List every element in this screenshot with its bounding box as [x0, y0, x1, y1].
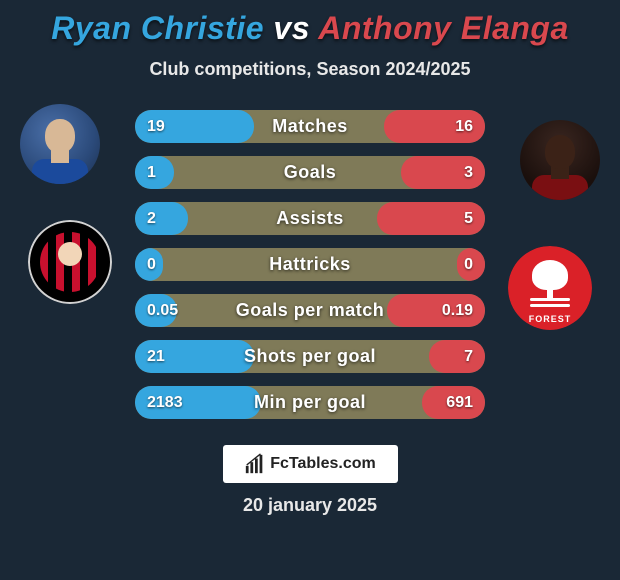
stat-row: Goals 1 3 — [135, 156, 485, 189]
stat-value-left: 19 — [147, 118, 165, 136]
stat-value-left: 2183 — [147, 394, 183, 412]
left-player-avatar — [20, 104, 100, 184]
stat-row: Hattricks 0 0 — [135, 248, 485, 281]
date-text: 20 january 2025 — [0, 495, 620, 516]
stat-value-right: 16 — [455, 118, 473, 136]
stat-value-right: 3 — [464, 164, 473, 182]
stat-value-right: 0.19 — [442, 302, 473, 320]
stat-value-left: 0.05 — [147, 302, 178, 320]
stat-label: Min per goal — [254, 392, 366, 413]
brand-text: FcTables.com — [270, 455, 376, 473]
stat-value-left: 1 — [147, 164, 156, 182]
stat-label: Matches — [272, 116, 348, 137]
right-club-badge: FOREST — [508, 246, 592, 330]
left-club-badge — [28, 220, 112, 304]
stats-list: Matches 19 16 Goals 1 3 Assists 2 5 Hattricks 0 0 Go… — [135, 110, 485, 419]
stat-row: Assists 2 5 — [135, 202, 485, 235]
chart-icon — [244, 453, 266, 475]
stat-value-right: 7 — [464, 348, 473, 366]
stat-label: Assists — [276, 208, 344, 229]
stat-value-left: 0 — [147, 256, 156, 274]
stat-value-left: 21 — [147, 348, 165, 366]
title-right-name: Anthony Elanga — [318, 10, 569, 46]
stat-label: Goals per match — [236, 300, 385, 321]
stat-bar-right — [429, 340, 485, 373]
stat-row: Min per goal 2183 691 — [135, 386, 485, 419]
stat-value-right: 5 — [464, 210, 473, 228]
brand-badge: FcTables.com — [223, 445, 398, 483]
stat-bar-left — [135, 202, 188, 235]
player-silhouette-icon — [530, 131, 590, 200]
subtitle: Club competitions, Season 2024/2025 — [0, 59, 620, 80]
right-player-avatar — [520, 120, 600, 200]
forest-badge-icon: FOREST — [508, 246, 592, 330]
stat-value-right: 0 — [464, 256, 473, 274]
stat-row: Shots per goal 21 7 — [135, 340, 485, 373]
stat-value-left: 2 — [147, 210, 156, 228]
stat-value-right: 691 — [446, 394, 473, 412]
stat-label: Goals — [284, 162, 337, 183]
comparison-title: Ryan Christie vs Anthony Elanga — [0, 0, 620, 47]
stat-label: Hattricks — [269, 254, 351, 275]
title-left-name: Ryan Christie — [51, 10, 264, 46]
bournemouth-badge-icon — [28, 220, 112, 304]
stat-row: Matches 19 16 — [135, 110, 485, 143]
stat-row: Goals per match 0.05 0.19 — [135, 294, 485, 327]
title-vs: vs — [273, 10, 310, 46]
comparison-body: FOREST Matches 19 16 Goals 1 3 Assists 2 5 Hattri… — [0, 110, 620, 419]
stat-label: Shots per goal — [244, 346, 376, 367]
player-silhouette-icon — [30, 115, 90, 184]
